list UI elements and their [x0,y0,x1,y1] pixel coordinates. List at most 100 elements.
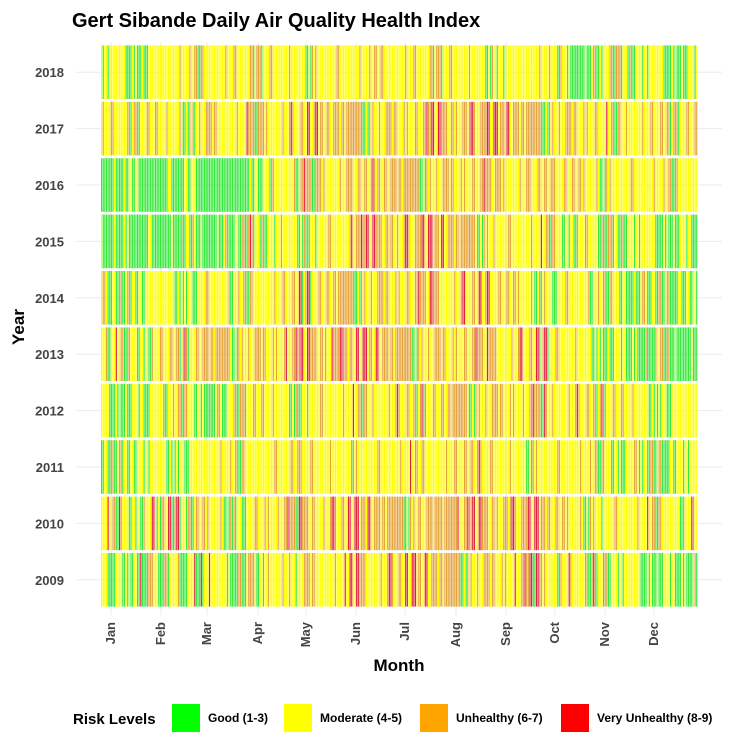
day-bar [694,496,696,551]
day-bar [277,214,279,269]
day-bar [382,158,384,212]
day-bar [359,440,361,494]
day-bar [413,496,415,551]
day-bar [151,214,153,269]
day-bar [107,45,109,99]
day-bar [411,553,413,607]
day-bar [197,327,199,381]
day-bar [230,496,232,551]
day-bar [195,214,198,269]
day-bar [271,158,273,212]
day-bar [493,271,495,325]
day-bar [298,327,301,381]
day-bar [392,440,394,494]
day-bar [493,440,495,494]
day-bar [661,440,663,494]
day-bar [437,214,439,269]
day-bar [202,45,204,99]
day-bar [127,45,129,99]
day-bar [396,553,399,607]
day-bar [243,440,245,494]
day-bar [313,327,315,381]
day-bar [128,327,130,381]
day-bar [540,158,542,212]
day-bar [504,271,507,325]
day-bar [540,383,542,438]
day-bar [555,158,557,212]
day-bar [339,440,341,494]
day-bar [194,553,196,607]
day-bar [691,158,693,212]
day-bar [560,214,562,269]
day-bar [526,383,528,438]
day-bar [684,101,686,156]
day-bar [463,327,466,381]
day-bar [313,271,315,325]
day-bar [115,101,117,156]
day-bar [668,553,670,607]
day-bar [316,101,318,156]
day-bar [166,271,168,325]
day-bar [599,271,601,325]
day-bar [602,271,605,325]
day-bar [390,158,392,212]
day-bar [671,214,673,269]
day-bar [192,214,194,269]
day-bar [555,440,557,494]
day-bar [150,553,152,607]
day-bar [169,496,171,551]
day-bar [691,271,693,325]
day-bar [244,553,247,607]
day-bar [377,45,379,99]
day-bar [298,553,301,607]
day-bar [516,158,518,212]
day-bar [508,158,510,212]
day-bar [267,271,269,325]
day-bar [364,496,366,551]
day-bar [449,214,451,269]
day-bar [514,271,516,325]
day-bar [378,214,381,269]
day-bar [449,271,451,325]
day-bar [584,101,587,156]
day-bar [356,101,358,156]
day-bar [396,158,399,212]
day-bar [445,440,448,494]
day-bar [153,496,155,551]
day-bar [243,383,245,438]
day-bar [408,440,410,494]
day-bar [413,327,415,381]
day-bar [509,45,511,99]
day-bar [253,271,255,325]
day-bar [159,271,162,325]
day-bar [133,327,135,381]
day-bar [249,101,251,156]
day-bar [176,101,178,156]
day-bar [253,45,255,99]
day-bar [295,496,297,551]
day-bar [374,383,376,438]
day-bar [360,271,363,325]
day-bar [115,45,117,99]
day-bar [166,45,168,99]
day-bar [400,45,402,99]
day-bar [602,440,605,494]
y-tick-2018: 2018 [35,65,64,80]
day-bar [459,553,461,607]
day-bar [333,440,335,494]
day-bar [338,383,340,438]
day-bar [617,271,619,325]
day-bar [431,45,433,99]
day-bar [122,214,124,269]
day-bar [163,214,165,269]
day-bar [132,327,134,381]
day-bar [346,553,348,607]
day-bar [630,158,632,212]
day-bar [140,327,142,381]
day-bar [643,553,645,607]
day-bar [596,101,598,156]
day-bar [177,327,180,381]
day-bar [516,214,518,269]
day-bar [586,383,588,438]
day-bar [583,383,585,438]
